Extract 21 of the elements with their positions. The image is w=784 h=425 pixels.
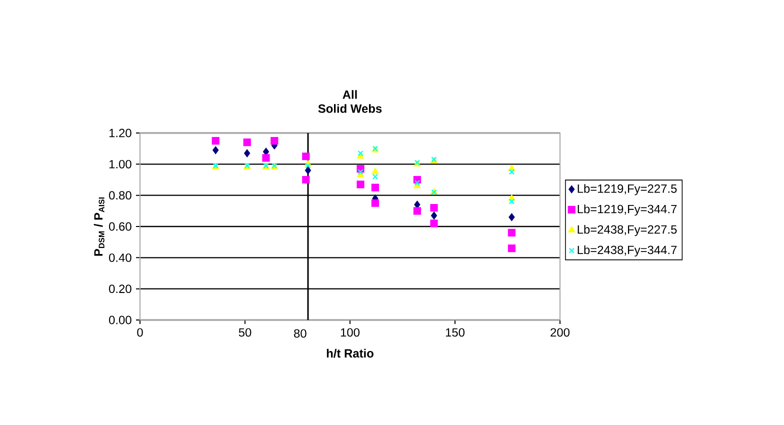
chart-title: All	[342, 90, 357, 99]
x-tick-label: 200	[550, 328, 570, 337]
y-tick-label: 0.80	[109, 191, 132, 200]
chart-subtitle: Solid Webs	[318, 104, 382, 113]
x-axis-title: h/t Ratio	[326, 348, 374, 358]
y-tick-label: 0.40	[109, 253, 132, 262]
x-tick-label: 50	[238, 328, 252, 337]
y-tick-label: 0.20	[109, 284, 132, 294]
legend-label: Lb=2438,Fy=344.7	[578, 245, 677, 257]
legend-label: Lb=2438,Fy=227.5	[578, 224, 677, 236]
y-tick-label: 0.00	[109, 316, 132, 324]
legend-label: Lb=1219,Fy=344.7	[578, 204, 677, 216]
ref-line-label: 80	[294, 329, 306, 338]
x-tick-label: 150	[446, 328, 465, 337]
x-tick-label: 100	[340, 328, 360, 337]
y-tick-label: 1.20	[109, 128, 132, 138]
x-tick-label: 0	[137, 328, 143, 337]
legend-label: Lb=1219,Fy=227.5	[578, 184, 677, 196]
y-tick-label: 0.60	[109, 222, 132, 231]
y-axis-title: P$_{DSM}$ / P$_{AISI}$	[94, 197, 104, 256]
y-tick-label: 1.00	[109, 160, 132, 168]
